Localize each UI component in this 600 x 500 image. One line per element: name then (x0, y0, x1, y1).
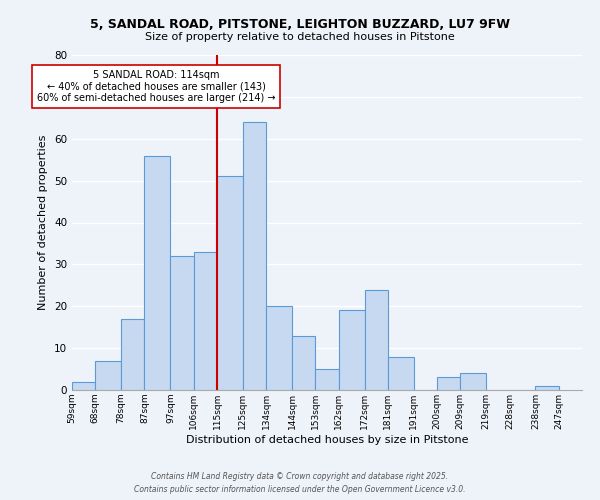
Bar (460, 373, 486, 390)
Bar (437, 378, 460, 390)
Bar (266, 306, 292, 390)
Bar (535, 386, 559, 390)
Text: Size of property relative to detached houses in Pitstone: Size of property relative to detached ho… (145, 32, 455, 42)
Bar (388, 356, 414, 390)
Bar (194, 252, 217, 390)
Bar (145, 156, 170, 390)
Bar (121, 319, 145, 390)
Text: Contains HM Land Registry data © Crown copyright and database right 2025.
Contai: Contains HM Land Registry data © Crown c… (134, 472, 466, 494)
Bar (243, 122, 266, 390)
Bar (338, 310, 365, 390)
Bar (72, 382, 95, 390)
Bar (316, 369, 338, 390)
Y-axis label: Number of detached properties: Number of detached properties (38, 135, 49, 310)
Bar (170, 256, 194, 390)
Text: 5, SANDAL ROAD, PITSTONE, LEIGHTON BUZZARD, LU7 9FW: 5, SANDAL ROAD, PITSTONE, LEIGHTON BUZZA… (90, 18, 510, 30)
Bar (95, 360, 121, 390)
X-axis label: Distribution of detached houses by size in Pitstone: Distribution of detached houses by size … (186, 434, 468, 444)
Bar (217, 176, 243, 390)
Bar (365, 290, 388, 390)
Bar (292, 336, 316, 390)
Text: 5 SANDAL ROAD: 114sqm
← 40% of detached houses are smaller (143)
60% of semi-det: 5 SANDAL ROAD: 114sqm ← 40% of detached … (37, 70, 275, 103)
